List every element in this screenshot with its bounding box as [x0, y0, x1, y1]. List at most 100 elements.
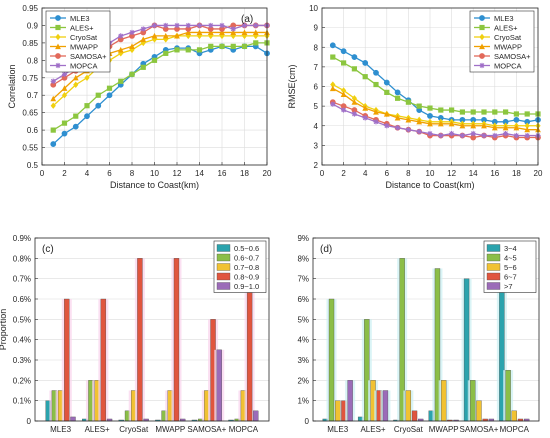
data-point [395, 95, 401, 101]
data-point [219, 22, 225, 29]
x-tick-label: 10 [150, 169, 159, 178]
data-point [427, 113, 433, 119]
legend-label: >7 [504, 282, 513, 291]
bar [100, 298, 107, 422]
legend-label: MWAPP [494, 42, 522, 51]
data-point [140, 64, 146, 70]
data-point [427, 120, 433, 127]
data-point [95, 92, 101, 98]
bar [70, 416, 76, 422]
data-point [174, 32, 180, 39]
bar [137, 258, 143, 422]
panel-a: 0.5 0.55 0.6 0.65 0.7 0.75 0.8 0.85 0.9 0.95 0 2 4 6 8… [7, 4, 272, 190]
data-point [362, 60, 369, 66]
data-point [438, 107, 444, 113]
bar [347, 380, 353, 422]
data-point [118, 50, 124, 57]
y-tick-label: 0.9 [27, 21, 39, 30]
legend-label: ALES+ [494, 23, 518, 32]
y-tick-label: 9 [314, 24, 319, 33]
category-mopca [228, 288, 259, 422]
y-tick-label: 3% [297, 356, 309, 365]
data-point [373, 81, 379, 88]
data-point [438, 132, 444, 139]
data-point [106, 85, 113, 91]
bar [335, 400, 341, 422]
legend-label: 5~6 [504, 263, 517, 272]
data-point [50, 95, 57, 102]
data-point [84, 103, 90, 109]
y-tick-label: 2% [297, 376, 309, 385]
legend-item: 0.8~0.9 [216, 272, 259, 281]
x-tick-label: 8 [406, 169, 411, 178]
data-point [140, 26, 146, 32]
legend-item: 0.7~0.8 [216, 263, 259, 272]
data-point [84, 74, 90, 81]
data-point [524, 122, 530, 129]
data-point [351, 66, 357, 72]
x-tick-label: 10 [426, 169, 435, 178]
data-point [524, 111, 530, 117]
panel-label: (c) [42, 244, 54, 255]
y-tick-label: 3 [314, 141, 319, 150]
data-point [129, 71, 135, 77]
data-point [416, 103, 422, 109]
x-axis-label: Distance to Coast(km) [110, 180, 199, 190]
bar [382, 390, 389, 422]
legend-label: MLE3 [70, 14, 90, 23]
data-point [117, 46, 124, 53]
legend-marker [479, 43, 485, 50]
plot-frame [34, 237, 270, 422]
x-tick-label: 12 [173, 169, 182, 178]
legend-label: 3~4 [504, 244, 517, 253]
data-point [340, 48, 347, 55]
data-point [373, 109, 379, 115]
data-point [373, 69, 379, 76]
data-point [61, 92, 68, 99]
legend-item: MLE3 [474, 14, 514, 23]
data-point [341, 60, 347, 66]
x-tick-label: MWAPP [429, 425, 459, 434]
bar [511, 410, 517, 422]
x-tick-label: 20 [263, 169, 272, 178]
y-tick-label: 0.95 [22, 4, 38, 13]
x-tick-label: MLE3 [50, 425, 71, 434]
data-point [481, 132, 487, 139]
data-point [219, 43, 225, 49]
legend-swatch [486, 244, 501, 252]
data-point [95, 102, 102, 109]
panel-label: (a) [241, 14, 253, 25]
data-point [351, 95, 357, 102]
y-tick-label: 0.1% [13, 397, 31, 406]
data-point [185, 22, 191, 29]
bar [405, 390, 412, 422]
data-point [196, 29, 203, 36]
legend-item: 4~5 [486, 253, 517, 262]
data-point [449, 107, 455, 113]
data-point [481, 109, 487, 115]
data-point [174, 47, 180, 53]
data-point [513, 124, 520, 131]
data-point [394, 89, 401, 96]
data-point [151, 22, 158, 29]
data-point [459, 109, 465, 115]
legend-label: ALES+ [70, 23, 94, 32]
y-tick-label: 7 [314, 63, 319, 72]
y-tick-label: 0.9% [13, 234, 31, 243]
legend-marker [55, 15, 61, 21]
data-point [341, 87, 347, 94]
data-point [118, 33, 124, 39]
legend-label: MWAPP [70, 42, 98, 51]
x-tick-label: 18 [512, 169, 521, 178]
data-point [470, 109, 476, 115]
legend-swatch [216, 282, 231, 290]
data-point [72, 123, 79, 130]
y-tick-label: 9% [297, 234, 309, 243]
data-point [174, 22, 180, 29]
x-tick-label: MLE3 [327, 425, 348, 434]
legend-marker [479, 24, 485, 31]
y-tick-label: 0.5% [13, 315, 31, 324]
data-point [427, 131, 433, 137]
x-tick-label: 12 [447, 169, 456, 178]
bar [470, 380, 476, 422]
